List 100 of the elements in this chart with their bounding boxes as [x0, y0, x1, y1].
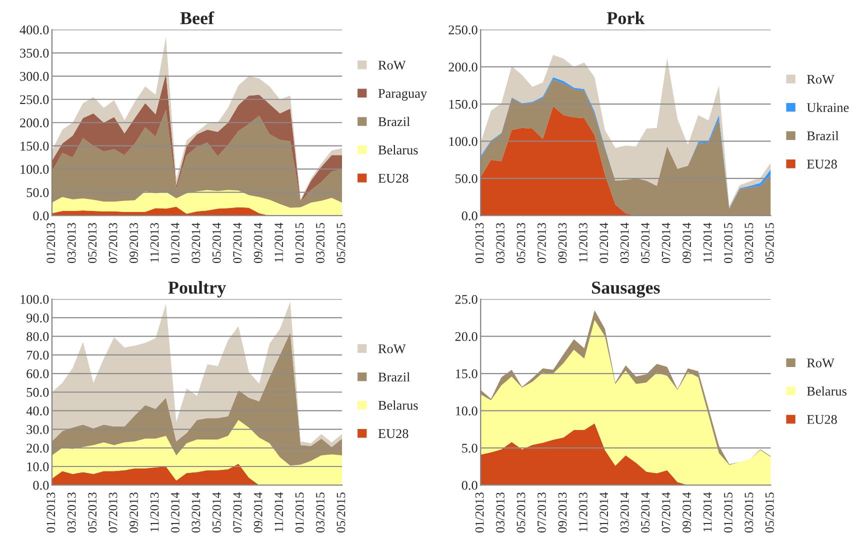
x-tick-label: 07/2014: [662, 492, 670, 533]
y-tick-label: 50.0: [26, 388, 49, 397]
x-tick-label: 01/2014: [170, 222, 180, 264]
x-tick-label: 11/2014: [274, 492, 284, 532]
legend-label: Belarus: [378, 145, 418, 154]
x-tick-label: 05/2013: [516, 223, 526, 264]
x-tick-label: 05/2013: [88, 223, 97, 264]
y-tick-label: 30.0: [26, 425, 49, 434]
y-tick-label: 0.0: [33, 480, 49, 490]
chart-title: Pork: [606, 12, 645, 24]
y-tick-label: 10.0: [27, 462, 49, 472]
legend-label: Ukraine: [806, 102, 849, 112]
legend-label: RoW: [807, 358, 834, 368]
x-tick-label: 09/2014: [682, 492, 691, 533]
y-tick-label: 150.0: [20, 142, 49, 151]
x-tick-label: 03/2015: [744, 223, 754, 264]
x-tick-label: 05/2013: [88, 492, 97, 533]
y-tick-label: 0.0: [462, 211, 478, 220]
y-tick-label: 10.0: [456, 406, 478, 416]
x-tick-label: 09/2014: [254, 222, 262, 264]
x-tick-label: 01/2013: [46, 223, 56, 264]
x-tick-label: 03/2014: [620, 222, 629, 264]
x-tick-label: 09/2014: [254, 492, 262, 533]
x-tick-label: 11/2014: [703, 492, 712, 532]
y-tick-label: 100.0: [449, 137, 478, 146]
x-tick-label: 07/2014: [233, 222, 242, 264]
chart-title: Poultry: [168, 281, 226, 298]
x-tick-label: 03/2015: [316, 223, 324, 264]
legend-label: Belarus: [378, 400, 418, 410]
y-tick-label: 60.0: [26, 369, 49, 378]
x-tick-label: 11/2014: [274, 222, 284, 262]
y-tick-label: 300.0: [20, 72, 49, 81]
y-tick-label: 400.0: [20, 25, 49, 34]
x-tick-label: 11/2013: [578, 223, 588, 262]
x-tick-label: 07/2013: [537, 492, 546, 533]
legend-label: Brazil: [807, 131, 839, 140]
x-tick-label: 05/2015: [765, 223, 774, 264]
legend-label: RoW: [378, 344, 406, 354]
legend-label: EU28: [378, 429, 408, 438]
x-tick-label: 07/2013: [108, 223, 118, 264]
x-tick-label: 11/2013: [578, 492, 588, 532]
y-tick-label: 250.0: [448, 25, 478, 34]
x-tick-label: 05/2014: [212, 222, 221, 264]
y-tick-label: 350.0: [20, 48, 49, 58]
x-tick-label: 01/2014: [170, 492, 180, 533]
y-tick-label: 150.0: [449, 100, 478, 109]
legend-label: Brazil: [378, 116, 410, 126]
y-tick-label: 80.0: [26, 332, 49, 342]
x-tick-label: 03/2014: [620, 492, 629, 533]
y-tick-label: 90.0: [26, 314, 49, 323]
legend-label: RoW: [807, 74, 834, 84]
legend-label: Paraguay: [378, 89, 427, 101]
x-tick-label: 01/2015: [295, 223, 304, 264]
legend-label: EU28: [378, 174, 408, 183]
y-tick-label: 250.0: [20, 95, 49, 104]
x-tick-label: 01/2013: [475, 223, 484, 264]
y-tick-label: 20.0: [455, 332, 478, 342]
x-tick-label: 05/2014: [641, 492, 650, 533]
x-tick-label: 03/2013: [67, 223, 76, 264]
x-tick-label: 03/2013: [67, 492, 76, 533]
y-tick-label: 100.0: [20, 164, 49, 174]
x-tick-label: 01/2013: [475, 492, 484, 533]
legend-label: Belarus: [807, 386, 846, 396]
x-tick-label: 11/2014: [703, 222, 712, 262]
x-tick-label: 01/2015: [724, 223, 732, 264]
y-tick-label: 5.0: [462, 444, 478, 453]
x-tick-label: 09/2014: [682, 222, 691, 264]
x-tick-label: 05/2015: [336, 223, 346, 264]
x-tick-label: 07/2013: [537, 223, 546, 264]
y-tick-label: 200.0: [448, 62, 478, 72]
y-tick-label: 15.0: [456, 369, 478, 378]
x-tick-label: 01/2013: [46, 492, 56, 533]
x-tick-label: 01/2014: [600, 492, 608, 533]
y-tick-label: 40.0: [26, 406, 49, 416]
x-tick-label: 05/2014: [641, 222, 650, 264]
x-tick-label: 05/2015: [765, 492, 774, 533]
chart-title: Sausages: [592, 282, 660, 298]
x-tick-label: 09/2013: [558, 223, 567, 264]
y-tick-label: 50.0: [26, 188, 49, 198]
y-tick-label: 100.0: [20, 294, 49, 304]
x-tick-label: 01/2015: [295, 492, 304, 533]
x-tick-label: 05/2013: [516, 492, 526, 533]
x-tick-label: 03/2013: [496, 223, 504, 264]
x-tick-label: 01/2015: [724, 492, 732, 533]
y-tick-label: 0.0: [462, 480, 478, 490]
x-tick-label: 03/2015: [316, 492, 324, 533]
chart-title: Beef: [180, 11, 214, 24]
x-tick-label: 09/2013: [130, 223, 138, 264]
y-tick-label: 25.0: [455, 294, 478, 304]
x-tick-label: 11/2013: [150, 492, 159, 532]
legend-label: RoW: [378, 60, 406, 70]
x-tick-label: 07/2014: [662, 222, 670, 264]
legend-label: Brazil: [378, 372, 410, 382]
x-tick-label: 03/2015: [744, 492, 754, 533]
x-tick-label: 03/2014: [192, 222, 200, 264]
y-tick-label: 20.0: [26, 444, 49, 453]
y-tick-label: 50.0: [456, 174, 478, 184]
x-tick-label: 09/2013: [558, 492, 567, 533]
x-tick-label: 03/2013: [496, 492, 504, 533]
x-tick-label: 11/2013: [150, 223, 159, 262]
